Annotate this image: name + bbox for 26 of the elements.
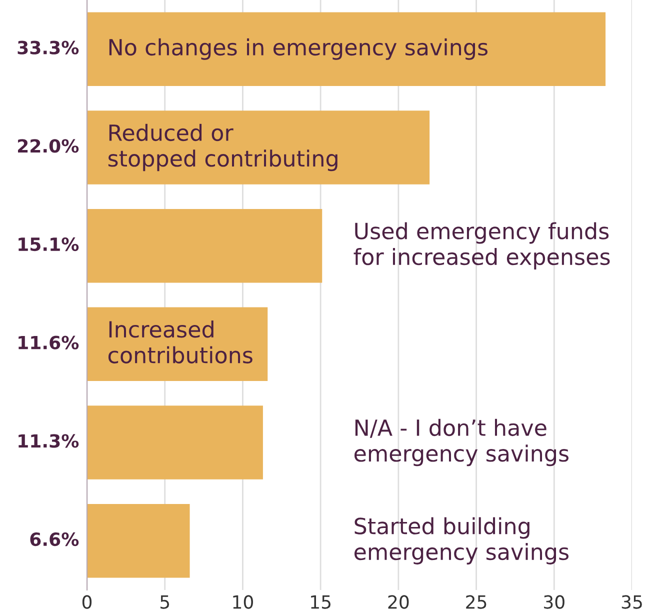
bar (87, 504, 190, 578)
data-label: 11.3% (18, 434, 79, 448)
bar (87, 406, 263, 480)
x-tick-label: 35 (622, 595, 642, 609)
y-tick-label: Started building emergency savings (354, 517, 569, 564)
data-label: 11.6% (18, 336, 79, 350)
x-tick-label: 25 (466, 595, 486, 609)
data-label: 15.1% (18, 237, 79, 252)
y-tick-label: No changes in emergency savings (109, 38, 488, 60)
x-tick-label: 0 (82, 595, 92, 609)
x-tick-label: 20 (388, 595, 409, 609)
y-tick-label: Used emergency funds for increased expenses (354, 222, 610, 270)
x-tick-label: 10 (233, 595, 254, 609)
bar (87, 307, 268, 382)
data-label: 6.6% (30, 532, 79, 546)
y-tick-label: Reduced or stopped contributing (108, 124, 338, 172)
data-label: 22.0% (18, 139, 79, 153)
y-tick-label: Increased contributions (108, 320, 252, 364)
bar (87, 12, 606, 86)
data-label: 33.3% (18, 40, 79, 54)
x-tick-label: 15 (311, 595, 330, 609)
y-tick-label: N/A - I don’t have emergency savings (354, 418, 569, 466)
bar (87, 110, 430, 184)
x-tick-label: 5 (160, 595, 170, 609)
x-tick-label: 30 (544, 595, 564, 609)
bar (87, 208, 322, 283)
